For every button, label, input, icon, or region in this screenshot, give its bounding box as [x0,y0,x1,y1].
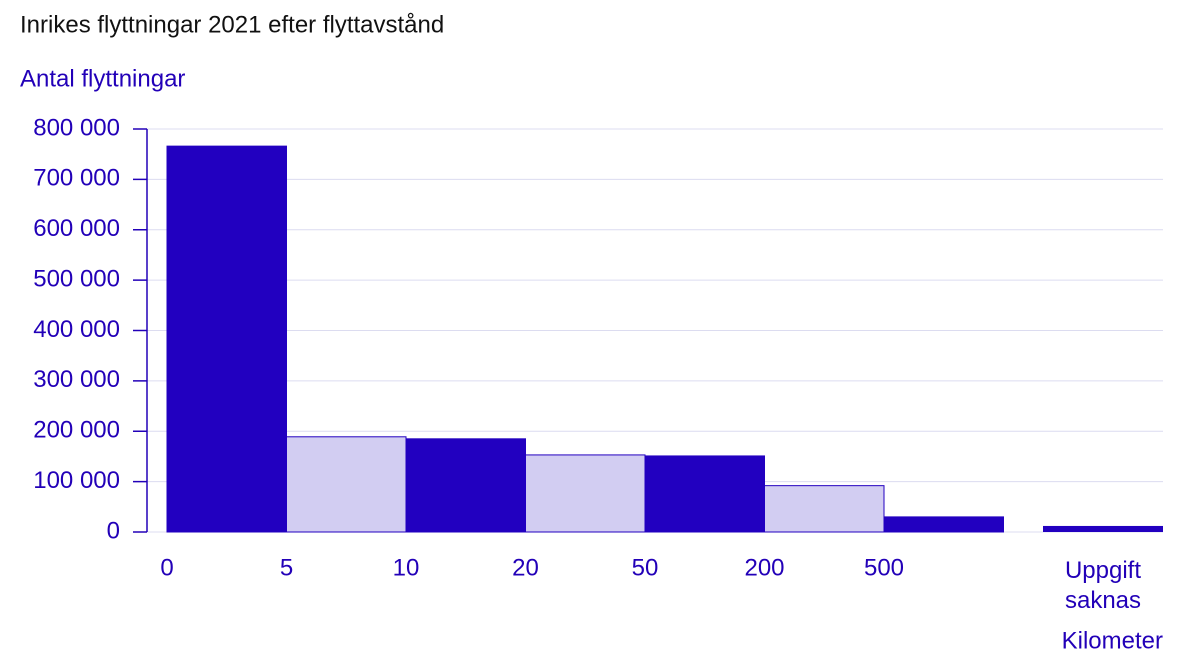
bar [644,455,765,533]
y-tick-label: 0 [107,517,120,544]
x-tick-label: 50 [632,554,659,581]
x-tick-label: 0 [160,554,173,581]
y-tick-label: 400 000 [33,316,120,343]
y-tick-label: 800 000 [33,114,120,141]
y-tick-label: 300 000 [33,366,120,393]
bar [166,145,287,533]
bar [883,516,1004,533]
bar [764,485,885,533]
x-tick-label: 20 [512,554,539,581]
x-tick-label: 200 [744,554,784,581]
x-tick-label: 5 [280,554,293,581]
bar [286,436,407,533]
bar [405,438,526,533]
bar [1043,525,1163,532]
y-tick-label: 200 000 [33,417,120,444]
chart-title: Inrikes flyttningar 2021 efter flyttavst… [20,11,444,38]
x-axis-label: Kilometer [1062,627,1163,654]
x-tick-label: 10 [393,554,420,581]
bar [525,454,646,533]
y-tick-label: 700 000 [33,165,120,192]
missing-label: Uppgift saknas [1064,557,1142,614]
y-tick-label: 500 000 [33,265,120,292]
y-tick-label: 600 000 [33,215,120,242]
y-axis-label: Antal flyttningar [20,65,185,92]
x-tick-label: 500 [864,554,904,581]
y-tick-label: 100 000 [33,467,120,494]
